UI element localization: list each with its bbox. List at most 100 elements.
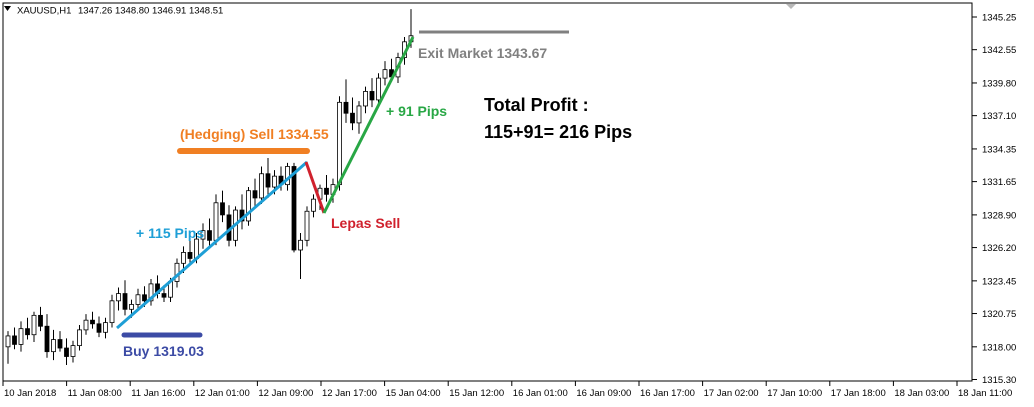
candle-body-bull (259, 173, 264, 199)
candle-body-bear (207, 230, 212, 241)
candle (246, 187, 251, 226)
candle (239, 194, 245, 230)
x-tick-label: 11 Jan 08:00 (68, 388, 122, 399)
y-tick-label: 1323.45 (982, 276, 1016, 287)
candle (12, 327, 17, 350)
x-tick-label: 15 Jan 04:00 (386, 388, 441, 399)
candle (356, 101, 362, 134)
candle-body-bull (200, 230, 206, 240)
x-tick-label: 17 Jan 18:00 (831, 388, 886, 399)
x-tick-label: 16 Jan 01:00 (513, 388, 568, 399)
candle-body-bull (5, 335, 11, 348)
y-tick-label: 1339.80 (982, 78, 1016, 89)
candle-body-bull (129, 304, 134, 310)
candle (291, 162, 297, 253)
candle-body-bear (343, 101, 349, 114)
candle-body-bull (70, 345, 76, 357)
candle (44, 314, 50, 358)
candle-body-bull (77, 329, 82, 347)
candle-body-bull (246, 190, 251, 222)
candle (298, 233, 303, 280)
total-profit-title: Total Profit : (484, 95, 589, 115)
candle-body-bear (44, 325, 50, 353)
recovery-trend-line (322, 36, 415, 214)
candle (96, 316, 102, 338)
candle (135, 288, 141, 311)
candle-body-bear (265, 173, 271, 188)
candle (252, 178, 258, 207)
candle-body-bull (31, 314, 37, 336)
x-axis: 10 Jan 2018 11 Jan 08:00 11 Jan 16:00 12 Ja… (2, 381, 1012, 399)
x-tick-label: 12 Jan 17:00 (322, 388, 377, 399)
candles-layer (5, 9, 414, 365)
x-tick-label: 10 Jan 2018 (4, 388, 56, 399)
candle-body-bull (356, 105, 362, 124)
candle-body-bear (369, 91, 375, 101)
x-tick-label: 17 Jan 02:00 (704, 388, 759, 399)
candle-body-bear (38, 314, 43, 327)
candle (64, 338, 69, 365)
y-tick-label: 1342.55 (982, 45, 1016, 56)
plot-frame (2, 2, 973, 382)
candle (109, 294, 115, 328)
candle-body-bull (135, 294, 141, 305)
candle-body-bull (148, 283, 154, 302)
candle-body-bear (64, 347, 69, 357)
candle (25, 317, 30, 340)
pips-91-label: + 91 Pips (386, 103, 447, 119)
candle (324, 174, 329, 202)
lepas-sell-label: Lepas Sell (331, 215, 400, 231)
y-tick-label: 1345.25 (982, 13, 1016, 24)
candle-body-bear (220, 202, 225, 216)
lepas-sell-trend-line (304, 161, 326, 214)
y-tick-label: 1318.00 (982, 342, 1016, 353)
candle-body-bull (18, 328, 24, 345)
dropdown-icon[interactable] (4, 6, 11, 11)
candle-body-bull (272, 175, 277, 188)
total-profit-value: 115+91= 216 Pips (484, 122, 632, 142)
candle (70, 340, 76, 363)
y-tick-label: 1315.30 (982, 375, 1016, 386)
candle (200, 223, 206, 249)
candle (187, 239, 193, 265)
x-tick-label: 12 Jan 01:00 (195, 388, 250, 399)
candle (51, 329, 56, 361)
candle-body-bear (252, 190, 258, 199)
x-tick-label: 18 Jan 11:00 (958, 388, 1012, 399)
hedging-sell-label: (Hedging) Sell 1334.55 (180, 126, 329, 142)
candle-body-bear (25, 328, 30, 336)
candle (304, 206, 310, 247)
candle (18, 321, 24, 352)
pips-115-label: + 115 Pips (136, 225, 204, 241)
candle (376, 73, 381, 105)
candle-body-bear (57, 339, 63, 349)
candle-body-bear (142, 294, 147, 302)
candle-body-bull (311, 198, 316, 212)
shift-marker-icon[interactable] (786, 4, 796, 9)
candle-body-bull (337, 101, 342, 186)
candle (382, 61, 388, 86)
candle-body-bear (291, 166, 297, 251)
candle (207, 218, 212, 247)
y-tick-label: 1337.10 (982, 111, 1016, 122)
candle-body-bull (213, 202, 219, 241)
candle (57, 331, 63, 352)
candle (5, 331, 11, 364)
candle-body-bull (103, 322, 108, 333)
candle-body-bull (376, 77, 381, 101)
x-tick-label: 11 Jan 16:00 (131, 388, 185, 399)
candle (213, 194, 219, 246)
candle-body-bull (298, 239, 303, 251)
candle-body-bull (382, 69, 388, 79)
candle (90, 311, 95, 329)
x-tick-label: 18 Jan 03:00 (894, 388, 949, 399)
ohlc-values: 1347.26 1348.80 1346.91 1348.51 (78, 6, 223, 17)
candle-body-bull (83, 319, 89, 331)
candle (343, 79, 349, 123)
candle-body-bull (109, 300, 115, 324)
exit-market-label: Exit Market 1343.67 (418, 45, 547, 61)
x-tick-label: 16 Jan 17:00 (640, 388, 695, 399)
candle-body-bull (363, 91, 368, 107)
candle (369, 78, 375, 108)
